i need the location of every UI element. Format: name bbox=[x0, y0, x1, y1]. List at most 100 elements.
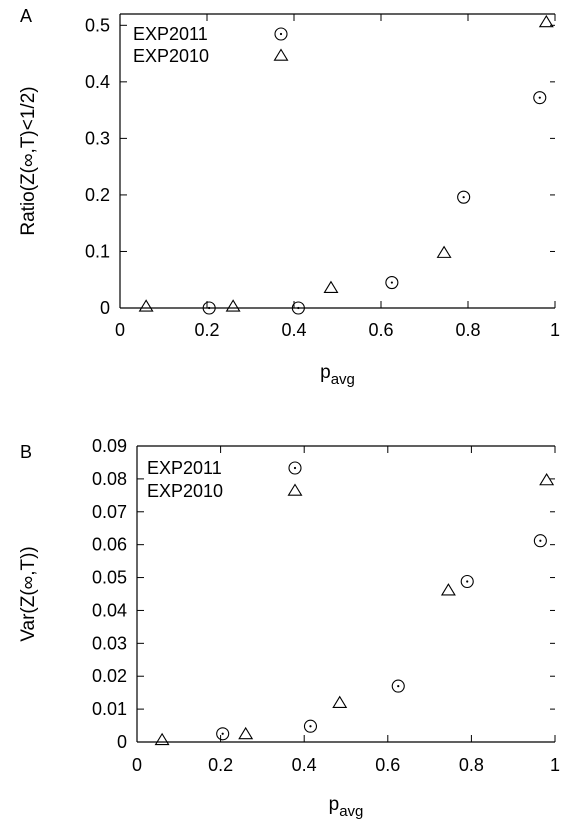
y-tick-label: 0.5 bbox=[85, 15, 110, 35]
y-tick-label: 0.07 bbox=[92, 502, 127, 522]
y-tick-label: 0.06 bbox=[92, 535, 127, 555]
y-tick-label: 0.08 bbox=[92, 469, 127, 489]
legend-label: EXP2010 bbox=[147, 481, 223, 501]
circle-marker-dot bbox=[466, 580, 469, 583]
circle-marker-ring bbox=[274, 27, 288, 41]
y-tick-label: 0.03 bbox=[92, 633, 127, 653]
legend-label: EXP2010 bbox=[133, 46, 209, 66]
series-exp2010 bbox=[138, 14, 554, 312]
y-tick-label: 0.1 bbox=[85, 241, 110, 261]
circle-marker-dot bbox=[279, 32, 283, 36]
x-tick-label: 1 bbox=[550, 755, 560, 775]
x-tick-label: 1 bbox=[550, 320, 560, 340]
data-point-exp2010 bbox=[323, 280, 339, 293]
legend-circle-icon bbox=[274, 27, 288, 41]
data-point-exp2010 bbox=[539, 472, 555, 486]
y-axis-label: Var(Z(∞,T)) bbox=[18, 546, 39, 642]
data-point-exp2010 bbox=[436, 245, 452, 258]
circle-marker-dot bbox=[297, 306, 300, 310]
circle-marker-ring bbox=[288, 461, 302, 475]
chart-panel-b: B 0 0.2 0.4 0.6 0.8 1 0 0.01 0.02 0.03 0.04 0.05 0.06… bbox=[18, 436, 560, 820]
panel-letter: A bbox=[20, 6, 32, 26]
data-point-exp2011 bbox=[385, 276, 399, 290]
data-point-exp2011 bbox=[533, 91, 547, 105]
circle-marker-ring bbox=[303, 719, 318, 733]
y-axis-label: Ratio(Z(∞,T)<1/2) bbox=[18, 86, 39, 235]
x-tick-label: 0.8 bbox=[459, 755, 484, 775]
data-point-exp2011 bbox=[533, 534, 547, 548]
data-point-exp2011 bbox=[457, 190, 471, 204]
x-axis-label-main: p bbox=[329, 794, 340, 815]
circle-marker-dot bbox=[397, 684, 400, 688]
circle-marker-ring bbox=[291, 301, 305, 315]
circle-marker-dot bbox=[462, 196, 465, 199]
data-point-exp2011 bbox=[391, 679, 405, 693]
data-point-exp2010 bbox=[138, 299, 154, 312]
legend-triangle-icon bbox=[273, 48, 289, 61]
data-point-exp2010 bbox=[440, 583, 456, 596]
y-tick-label: 0.01 bbox=[92, 699, 127, 719]
x-tick-label: 0.4 bbox=[292, 755, 317, 775]
circle-marker-ring bbox=[216, 727, 230, 741]
y-tick-label: 0.02 bbox=[92, 666, 127, 686]
circle-marker-dot bbox=[309, 725, 312, 728]
circle-marker-dot bbox=[539, 539, 542, 542]
series-exp2010 bbox=[154, 472, 555, 746]
circle-marker-dot bbox=[293, 466, 297, 470]
x-tick-label: 0 bbox=[115, 320, 125, 340]
circle-marker-dot bbox=[221, 732, 224, 735]
x-axis-label: pavg bbox=[329, 794, 364, 820]
data-point-exp2010 bbox=[225, 299, 241, 312]
data-point-exp2010 bbox=[332, 695, 348, 708]
data-point-exp2010 bbox=[538, 14, 554, 28]
x-tick-label: 0.2 bbox=[194, 320, 219, 340]
circle-marker-ring bbox=[533, 91, 547, 105]
x-axis-label-main: p bbox=[320, 362, 331, 383]
circle-marker-ring bbox=[460, 574, 474, 589]
legend: EXP2011 EXP2010 bbox=[147, 458, 303, 501]
legend-label: EXP2011 bbox=[147, 458, 222, 478]
x-axis-label-subscript: avg bbox=[339, 803, 363, 820]
y-tick-label: 0 bbox=[117, 732, 127, 752]
y-tick-label: 0 bbox=[100, 298, 110, 318]
series-exp2011 bbox=[216, 534, 547, 741]
legend-triangle-icon bbox=[287, 483, 303, 496]
y-tick-label: 0.05 bbox=[92, 568, 127, 588]
y-tick-label: 0.04 bbox=[92, 600, 127, 620]
x-tick-label: 0.2 bbox=[208, 755, 233, 775]
x-tick-label: 0 bbox=[132, 755, 142, 775]
circle-marker-ring bbox=[385, 276, 399, 290]
data-point-exp2010 bbox=[154, 732, 170, 746]
data-point-exp2011 bbox=[460, 574, 474, 589]
x-tick-label: 0.4 bbox=[281, 320, 306, 340]
y-tick-label: 0.09 bbox=[92, 436, 127, 456]
x-tick-label: 0.6 bbox=[375, 755, 400, 775]
circle-marker-dot bbox=[208, 306, 211, 310]
data-point-exp2011 bbox=[216, 727, 230, 741]
data-point-exp2011 bbox=[202, 301, 216, 315]
x-axis-label: pavg bbox=[320, 362, 355, 388]
data-point-exp2011 bbox=[291, 301, 305, 315]
y-tick-label: 0.4 bbox=[85, 72, 110, 92]
data-point-exp2010 bbox=[238, 726, 254, 740]
circle-marker-ring bbox=[533, 534, 547, 548]
chart-panel-a: A 0 0.2 0.4 0.6 0.8 1 0 0.1 0.2 0.3 0.4 0.5 pavg Ratio… bbox=[18, 6, 560, 388]
x-tick-label: 0.6 bbox=[368, 320, 393, 340]
circle-marker-ring bbox=[202, 301, 216, 315]
panel-letter: B bbox=[20, 442, 32, 462]
circle-marker-dot bbox=[390, 281, 393, 284]
x-tick-label: 0.8 bbox=[455, 320, 480, 340]
y-tick-label: 0.2 bbox=[85, 185, 110, 205]
x-axis-label-subscript: avg bbox=[331, 371, 355, 388]
data-point-exp2011 bbox=[303, 719, 318, 733]
legend-label: EXP2011 bbox=[133, 24, 208, 44]
circle-marker-ring bbox=[391, 679, 405, 693]
series-exp2011 bbox=[202, 91, 547, 315]
legend-circle-icon bbox=[288, 461, 302, 475]
circle-marker-ring bbox=[457, 190, 471, 204]
circle-marker-dot bbox=[538, 96, 541, 99]
y-tick-label: 0.3 bbox=[85, 128, 110, 148]
